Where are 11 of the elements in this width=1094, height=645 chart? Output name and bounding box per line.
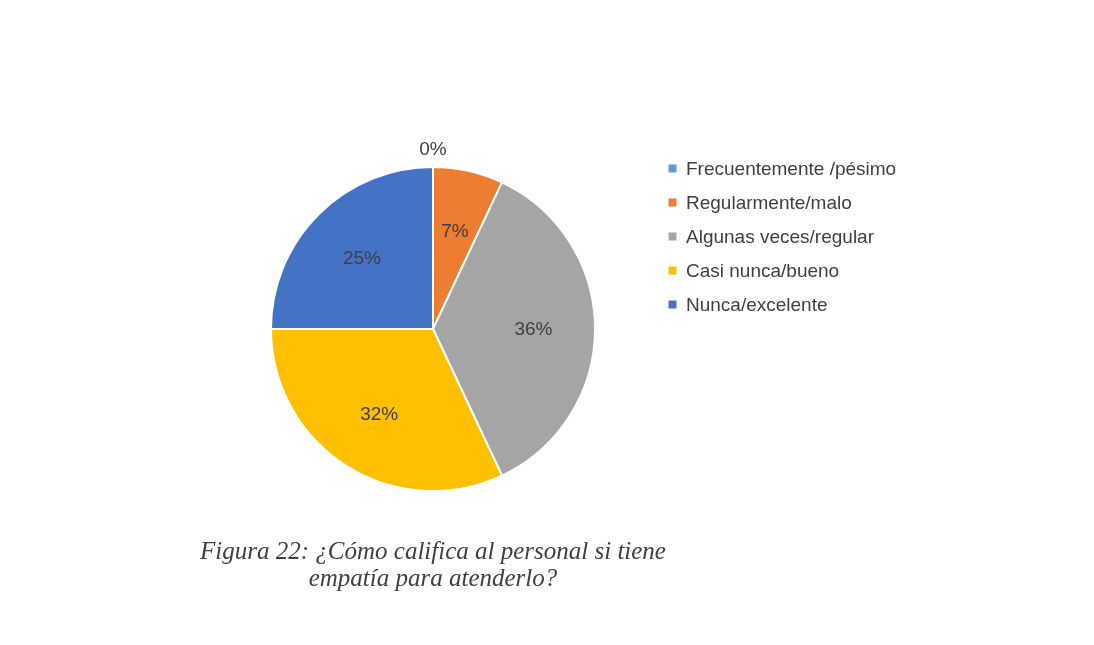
- text: Figura 22: ¿Cómo califica al personal si tiene empatía para atenderlo?: [199, 537, 666, 591]
- legend-label: Nunca/excelente: [686, 293, 828, 315]
- text: 0%: [419, 138, 447, 159]
- data-label: 25%: [342, 246, 382, 268]
- data-label: 36%: [514, 318, 553, 339]
- legend-label: Regularmente/malo: [686, 191, 852, 213]
- legend-label: Casi nunca/bueno: [686, 259, 840, 281]
- legend-label: Frecuentemente /pésimo: [686, 157, 897, 179]
- legend-label: Algunas veces/regular: [686, 225, 875, 247]
- data-label: 32%: [360, 402, 399, 424]
- data-label: 7%: [441, 219, 469, 241]
